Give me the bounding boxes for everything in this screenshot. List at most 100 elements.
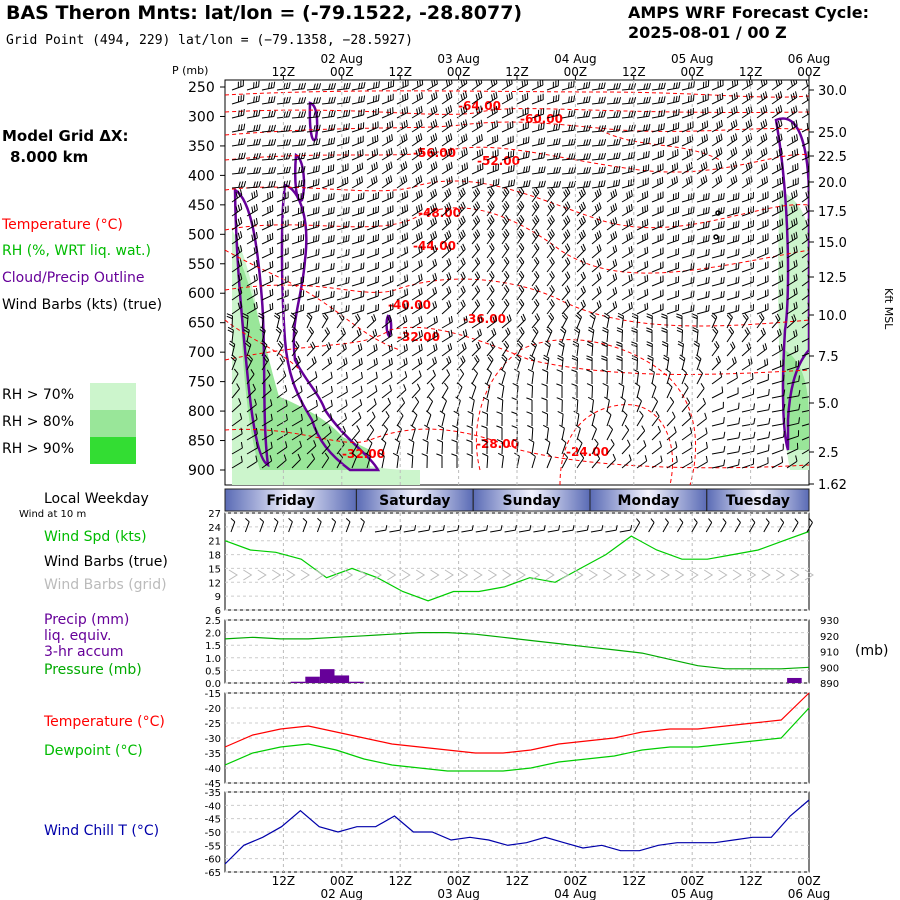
wind-barb [546, 271, 555, 287]
wind-barb [276, 233, 289, 245]
wind-barb [366, 398, 377, 413]
wind-barb [786, 301, 798, 315]
wind-barb [441, 382, 449, 399]
wind-barb [666, 426, 677, 441]
wind-barb [291, 326, 298, 343]
wind-barb [411, 383, 421, 399]
wind-barb [696, 175, 708, 189]
wind-barb [756, 417, 771, 427]
wind-barb [576, 201, 586, 217]
wind-barb [786, 344, 799, 357]
wind-barb [771, 246, 784, 259]
rh70-swatch [90, 383, 136, 410]
wind-barb [541, 383, 548, 399]
surface-wind-barb [590, 525, 604, 533]
wind-barb [591, 300, 602, 315]
wind-barb [366, 219, 379, 231]
wind-barb [351, 357, 363, 371]
wind-barb [261, 204, 274, 217]
wind-barb [291, 165, 306, 175]
wind-barb [276, 82, 291, 91]
temperature-contour [599, 129, 721, 161]
wind-barb [786, 314, 797, 329]
wind-barb [411, 315, 423, 329]
wind-barb [556, 397, 563, 413]
wind-barb [306, 385, 318, 399]
wind-barb [231, 94, 245, 105]
wind-barb [336, 109, 351, 119]
wind-barb [411, 80, 424, 91]
wind-barb [426, 272, 438, 287]
wind-barb [561, 109, 576, 119]
wind-barb [695, 354, 702, 371]
wind-barb [321, 399, 333, 413]
wind-barb [801, 302, 809, 315]
wind-barb [321, 82, 336, 91]
wind-barb [516, 80, 529, 91]
wind-barb [426, 383, 435, 399]
wind-barb [336, 192, 350, 203]
wind-barb [621, 410, 628, 427]
wind-barb [261, 218, 274, 231]
wind-barb [651, 205, 664, 217]
top-hour-label: 12Z [739, 65, 763, 79]
wind-barb [636, 455, 648, 469]
pressure-ytick-label: 900 [820, 663, 839, 674]
wind-barb [426, 300, 438, 315]
wind-barb [516, 186, 525, 203]
wind-barb [426, 80, 438, 91]
wind-barb [711, 106, 724, 119]
wind-barb [711, 341, 720, 357]
wind-barb [441, 147, 453, 161]
wind-barb [651, 191, 664, 203]
wind-barb [231, 189, 243, 203]
wind-barb [451, 453, 458, 468]
pressure-tick-label: 400 [188, 168, 215, 184]
wind-barb [741, 388, 755, 399]
dewpoint-line [224, 707, 810, 772]
temperature-panel-ytick-label: -15 [205, 689, 221, 700]
wind-barb [696, 120, 709, 133]
wind-barb [530, 340, 537, 357]
wind-barb [379, 452, 385, 469]
wind-barb [261, 354, 270, 371]
bottom-hour-label: 00Z [797, 874, 821, 888]
wind-barb [261, 399, 273, 413]
temperature-contour [225, 180, 809, 229]
wind-barb [621, 231, 633, 245]
wind-barb [306, 341, 316, 357]
wind-chill-panel-ytick-label: -35 [205, 788, 221, 799]
wind-barb [589, 410, 596, 427]
bottom-date-label: 03 Aug [437, 887, 480, 900]
wind-barb [486, 271, 495, 287]
wind-barb [636, 177, 649, 189]
wind-barb [351, 220, 365, 231]
wind-barb [741, 175, 753, 189]
wind-barb [411, 370, 422, 385]
wind-barb [486, 354, 494, 371]
wind-barb [351, 81, 366, 91]
wind-barb [261, 81, 276, 91]
wind-barb [666, 248, 680, 259]
top-hour-label: 00Z [680, 65, 704, 79]
surface-wind-barb [748, 518, 756, 533]
top-hour-label: 12Z [272, 65, 296, 79]
wind-barb [321, 123, 336, 133]
wind-barb [321, 327, 331, 343]
wind-barb [666, 220, 680, 231]
pressure-tick-label: 650 [188, 316, 215, 332]
wind-barb [366, 343, 378, 357]
wind-barb [246, 274, 258, 287]
wind-barb [696, 397, 706, 413]
wind-barb [531, 122, 545, 133]
wind-barb [351, 95, 366, 105]
wind-barb [591, 230, 602, 245]
wind-barb [261, 232, 274, 245]
pressure-ytick-label: 910 [820, 648, 839, 659]
wind-barb [336, 163, 349, 175]
wind-barb [441, 258, 452, 273]
wind-barb [396, 218, 409, 231]
wind-barb [606, 424, 614, 441]
grid-wind-barb [718, 569, 728, 581]
wind-barb [276, 275, 289, 287]
